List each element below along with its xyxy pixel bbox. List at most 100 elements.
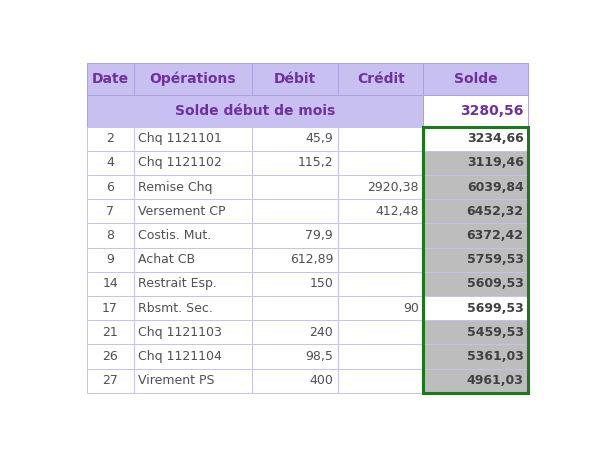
Bar	[338, 151, 424, 175]
Text: 5699,53: 5699,53	[467, 302, 524, 314]
Text: 3280,56: 3280,56	[460, 104, 524, 118]
Bar	[252, 320, 338, 345]
Bar	[424, 199, 529, 223]
Bar	[424, 127, 529, 151]
Bar	[134, 272, 252, 296]
Text: 2: 2	[106, 132, 114, 145]
Text: Chq 1121101: Chq 1121101	[138, 132, 222, 145]
Bar	[134, 199, 252, 223]
Text: 612,89: 612,89	[290, 253, 333, 266]
Bar	[338, 296, 424, 320]
Bar	[424, 368, 529, 393]
Bar	[252, 151, 338, 175]
Bar	[252, 345, 338, 368]
Bar	[86, 296, 134, 320]
Bar	[338, 320, 424, 345]
Bar	[338, 345, 424, 368]
Bar	[252, 272, 338, 296]
Bar	[134, 175, 252, 199]
Text: 2920,38: 2920,38	[367, 181, 419, 193]
Text: 27: 27	[102, 374, 118, 387]
Bar	[252, 63, 338, 95]
Text: Solde début de mois: Solde début de mois	[175, 104, 335, 118]
Bar	[424, 248, 529, 272]
Bar	[338, 127, 424, 151]
Bar	[424, 95, 529, 127]
Text: 6452,32: 6452,32	[467, 205, 524, 218]
Text: Opérations: Opérations	[149, 72, 236, 86]
Text: 26: 26	[102, 350, 118, 363]
Text: 4961,03: 4961,03	[467, 374, 524, 387]
Bar	[86, 151, 134, 175]
Text: 3234,66: 3234,66	[467, 132, 524, 145]
Text: Costis. Mut.: Costis. Mut.	[138, 229, 211, 242]
Bar	[338, 175, 424, 199]
Text: 412,48: 412,48	[376, 205, 419, 218]
Bar	[86, 320, 134, 345]
Bar	[338, 199, 424, 223]
Bar	[134, 368, 252, 393]
Text: 3119,46: 3119,46	[467, 156, 524, 170]
Text: Crédit: Crédit	[357, 72, 404, 86]
Bar	[86, 368, 134, 393]
Bar	[252, 223, 338, 248]
Bar	[86, 223, 134, 248]
Text: 6: 6	[106, 181, 114, 193]
Bar	[252, 368, 338, 393]
Bar	[134, 127, 252, 151]
Text: Chq 1121103: Chq 1121103	[138, 326, 222, 339]
Bar	[338, 368, 424, 393]
Text: 14: 14	[102, 277, 118, 290]
Text: Remise Chq: Remise Chq	[138, 181, 213, 193]
Text: 150: 150	[310, 277, 333, 290]
Text: 5759,53: 5759,53	[467, 253, 524, 266]
Text: Débit: Débit	[274, 72, 316, 86]
Text: 5459,53: 5459,53	[467, 326, 524, 339]
Bar	[424, 272, 529, 296]
Bar	[252, 248, 338, 272]
Bar	[424, 296, 529, 320]
Text: 6372,42: 6372,42	[467, 229, 524, 242]
Bar	[252, 199, 338, 223]
Bar	[424, 151, 529, 175]
Text: 9: 9	[106, 253, 114, 266]
Bar	[86, 95, 424, 127]
Bar	[86, 345, 134, 368]
Text: 5609,53: 5609,53	[467, 277, 524, 290]
Bar	[86, 127, 134, 151]
Bar	[134, 345, 252, 368]
Bar	[424, 320, 529, 345]
Text: 6039,84: 6039,84	[467, 181, 524, 193]
Bar	[134, 296, 252, 320]
Text: 98,5: 98,5	[305, 350, 333, 363]
Text: Chq 1121104: Chq 1121104	[138, 350, 222, 363]
Bar	[424, 223, 529, 248]
Text: 21: 21	[102, 326, 118, 339]
Bar	[134, 223, 252, 248]
Text: Achat CB: Achat CB	[138, 253, 196, 266]
Bar	[424, 175, 529, 199]
Bar	[134, 320, 252, 345]
Text: 5361,03: 5361,03	[467, 350, 524, 363]
Text: 400: 400	[310, 374, 333, 387]
Bar	[86, 175, 134, 199]
Bar	[338, 248, 424, 272]
Text: Date: Date	[92, 72, 128, 86]
Bar	[424, 63, 529, 95]
Bar	[338, 272, 424, 296]
Bar	[338, 223, 424, 248]
Bar	[134, 248, 252, 272]
Bar	[134, 151, 252, 175]
Text: Rbsmt. Sec.: Rbsmt. Sec.	[138, 302, 213, 314]
Bar	[252, 127, 338, 151]
Text: 8: 8	[106, 229, 114, 242]
Text: 7: 7	[106, 205, 114, 218]
Text: 79,9: 79,9	[305, 229, 333, 242]
Bar	[86, 248, 134, 272]
Text: Versement CP: Versement CP	[138, 205, 226, 218]
Text: 45,9: 45,9	[305, 132, 333, 145]
Text: Restrait Esp.: Restrait Esp.	[138, 277, 217, 290]
Text: 240: 240	[310, 326, 333, 339]
Bar	[86, 272, 134, 296]
Bar	[86, 63, 134, 95]
